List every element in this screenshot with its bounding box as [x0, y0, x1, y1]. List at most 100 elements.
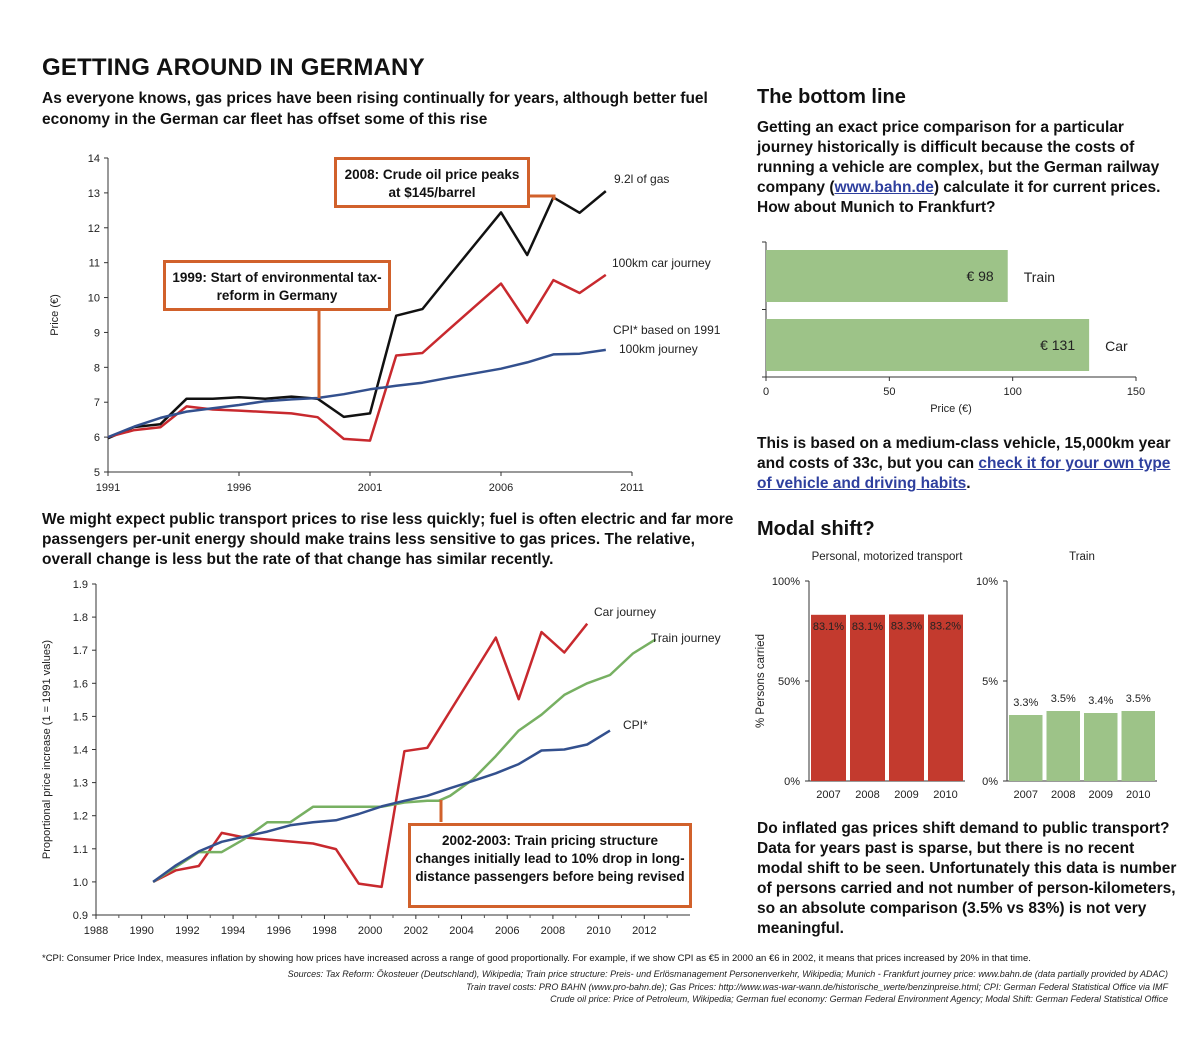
y-tick-label: 12: [88, 223, 100, 235]
y-tick-label: 6: [94, 432, 100, 444]
journey-price-chart: 0 50 100 150 Price (€) € 98 Train € 131 Car: [762, 241, 1145, 415]
bar-value-label: 3.3%: [1013, 697, 1038, 709]
y-tick-label: 0%: [784, 776, 800, 788]
bar: [1121, 711, 1155, 781]
sources-line: Crude oil price: Price of Petroleum, Wik…: [550, 994, 1168, 1004]
x-tick-label: 2008: [1051, 789, 1075, 801]
x-tick-label: 2007: [816, 789, 840, 801]
intro-text: As everyone knows, gas prices have been …: [42, 90, 708, 128]
x-tick-label: 2002: [404, 925, 428, 937]
bar: [1046, 711, 1080, 781]
series-label: CPI*: [623, 718, 648, 732]
bar: [850, 614, 885, 781]
bar-value-label: 3.4%: [1088, 695, 1113, 707]
bar-category-label: Train: [1024, 269, 1055, 285]
modal-shift-heading: Modal shift?: [757, 518, 875, 540]
y-tick-label: 1.4: [73, 745, 88, 757]
x-tick-label: 2004: [449, 925, 473, 937]
x-tick-label: 2011: [620, 482, 644, 494]
y-axis-label: % Persons carried: [755, 634, 767, 728]
x-tick-label: 2001: [358, 482, 382, 494]
bar-value-label: € 98: [966, 268, 993, 284]
vehicle-text: This is based on a medium-class vehicle,…: [757, 435, 1171, 492]
y-axis-label: Price (€): [49, 294, 61, 336]
callout-2008-connector: [530, 194, 556, 200]
y-tick-label: 50%: [778, 676, 800, 688]
bahn-link[interactable]: www.bahn.de: [834, 179, 934, 196]
series-line-100km-car-journey: [107, 273, 607, 442]
series-label: 9.2l of gas: [614, 172, 669, 186]
x-tick-label: 1992: [175, 925, 199, 937]
y-tick-label: 1.3: [73, 778, 88, 790]
y-tick-label: 10%: [976, 576, 998, 588]
y-tick-label: 1.0: [73, 877, 88, 889]
y-tick-label: 0.9: [73, 910, 88, 922]
y-tick-label: 14: [88, 153, 100, 165]
x-tick-label: 100: [1003, 386, 1021, 398]
x-tick-label: 1988: [84, 925, 108, 937]
y-tick-label: 7: [94, 397, 100, 409]
series-line-cpi-based-on-1991-100km-journey: [107, 348, 606, 439]
bottom-line-text: Getting an exact price comparison for a …: [757, 119, 1161, 216]
y-tick-label: 5: [94, 467, 100, 479]
y-tick-label: 13: [88, 188, 100, 200]
panel-title: Personal, motorized transport: [812, 551, 964, 563]
bar: [1009, 715, 1043, 781]
series-label: 100km journey: [619, 342, 698, 356]
bar: [1084, 713, 1118, 781]
x-tick-label: 1998: [312, 925, 336, 937]
bottom-line-heading: The bottom line: [757, 86, 906, 108]
bar-value-label: 83.2%: [930, 621, 961, 633]
x-tick-label: 2000: [358, 925, 382, 937]
bar-value-label: 3.5%: [1051, 693, 1076, 705]
bar-value-label: 83.1%: [852, 621, 883, 633]
series-line-cpi: [152, 729, 611, 883]
bar-value-label: 83.3%: [891, 620, 922, 632]
y-tick-label: 1.1: [73, 844, 88, 856]
y-tick-label: 1.8: [73, 612, 88, 624]
x-tick-label: 2009: [1089, 789, 1113, 801]
bar-value-label: 83.1%: [813, 621, 844, 633]
sources-line: Train travel costs: PRO BAHN (www.pro-ba…: [466, 981, 1168, 992]
callout-2008: 2008: Crude oil price peaks at $145/barr…: [334, 157, 530, 208]
sources-line: Sources: Tax Reform: Ökosteuer (Deutschl…: [287, 969, 1168, 979]
callout-2002: 2002-2003: Train pricing structure chang…: [408, 823, 692, 908]
y-tick-label: 5%: [982, 676, 998, 688]
transport-text: We might expect public transport prices …: [42, 511, 734, 568]
y-tick-label: 100%: [772, 576, 800, 588]
x-tick-label: 2006: [489, 482, 513, 494]
x-tick-label: 2010: [1126, 789, 1150, 801]
y-tick-label: 1.7: [73, 645, 88, 657]
x-axis-label: Price (€): [930, 403, 972, 415]
x-tick-label: 2012: [632, 925, 656, 937]
x-tick-label: 1994: [221, 925, 245, 937]
x-tick-label: 2010: [586, 925, 610, 937]
x-tick-label: 1990: [129, 925, 153, 937]
x-tick-label: 1996: [267, 925, 291, 937]
bar-category-label: Car: [1105, 338, 1128, 354]
y-tick-label: 1.2: [73, 811, 88, 823]
modal-shift-charts: Personal, motorized transport 0% 50% 100% 83…: [755, 551, 1157, 801]
x-tick-label: 1996: [227, 482, 251, 494]
bar: [889, 614, 924, 781]
x-tick-label: 2006: [495, 925, 519, 937]
x-tick-label: 0: [763, 386, 769, 398]
x-tick-label: 50: [883, 386, 895, 398]
y-tick-label: 1.9: [73, 579, 88, 591]
callout-1999: 1999: Start of environmental tax-reform …: [163, 260, 391, 311]
x-tick-label: 2008: [855, 789, 879, 801]
x-tick-label: 2007: [1014, 789, 1038, 801]
check-vehicle-link[interactable]: check it for your own type of vehicle an…: [757, 455, 1171, 492]
modal-shift-text: Do inflated gas prices shift demand to p…: [757, 820, 1177, 937]
y-tick-label: 10: [88, 293, 100, 305]
y-tick-label: 0%: [982, 776, 998, 788]
bar: [811, 614, 846, 781]
y-axis-label: Proportional price increase (1 = 1991 va…: [41, 640, 53, 859]
proportional-chart: 0.9 1.0 1.1 1.2 1.3 1.4 1.5 1.6 1.7 1.8 1.9 1988 199…: [41, 579, 721, 937]
x-tick-label: 2010: [933, 789, 957, 801]
bar: [766, 319, 1090, 371]
series-line-car-journey: [152, 622, 589, 889]
bar: [928, 614, 963, 781]
page-title: GETTING AROUND IN GERMANY: [42, 54, 425, 81]
sources: Sources: Tax Reform: Ökosteuer (Deutschl…: [38, 968, 1168, 1006]
